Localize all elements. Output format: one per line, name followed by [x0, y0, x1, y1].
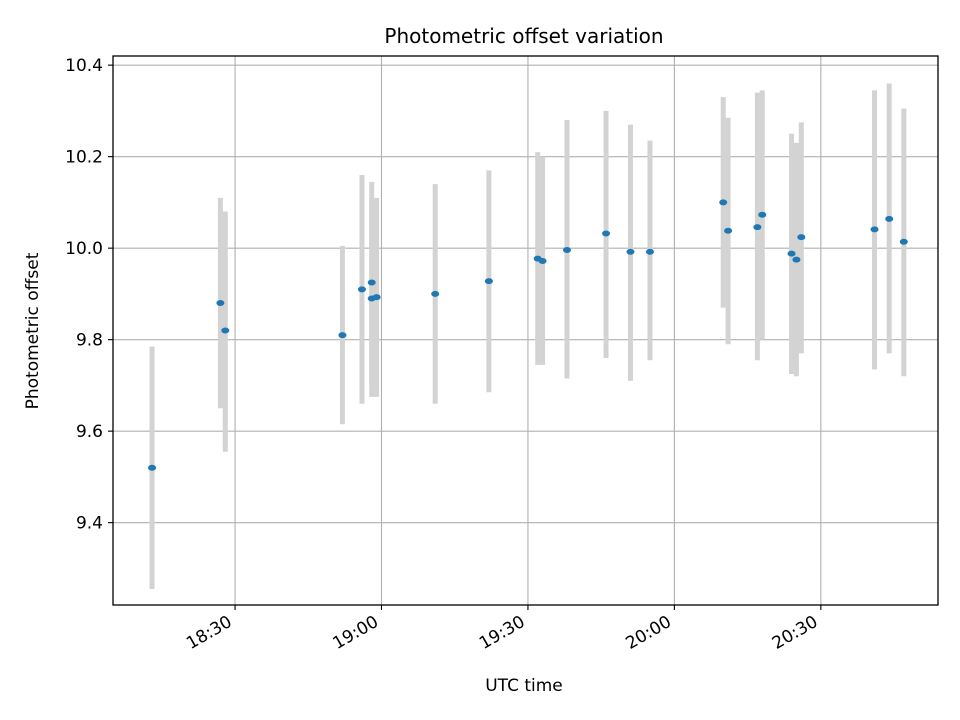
y-tick-label: 10.0 [65, 239, 103, 259]
data-point [787, 250, 796, 257]
x-axis-ticks: 18:30 19:00 19:30 20:00 20:30 [183, 605, 822, 654]
x-tick-label: 20:30 [769, 612, 821, 654]
y-tick-label: 10.4 [65, 56, 103, 76]
data-point [357, 286, 366, 293]
data-point [221, 327, 230, 334]
y-axis-ticks: 9.4 9.6 9.8 10.0 10.2 10.4 [65, 56, 113, 534]
grid-lines [113, 56, 938, 605]
x-axis-title: UTC time [485, 676, 563, 696]
x-tick-label: 19:30 [476, 612, 528, 654]
y-tick-label: 9.4 [76, 514, 103, 534]
data-point [216, 300, 225, 307]
data-point [753, 224, 762, 231]
data-point [148, 464, 157, 471]
x-tick-label: 20:00 [622, 612, 674, 654]
data-point [758, 211, 767, 218]
data-point [602, 230, 611, 237]
data-point [719, 199, 728, 206]
x-tick-label: 19:00 [330, 612, 382, 654]
data-point [645, 248, 654, 255]
data-point [431, 290, 440, 297]
data-point [484, 278, 493, 285]
y-tick-label: 9.8 [76, 331, 103, 351]
data-point [724, 227, 733, 234]
chart-title: Photometric offset variation [384, 24, 663, 48]
x-tick-label: 18:30 [183, 612, 235, 654]
y-tick-label: 10.2 [65, 148, 103, 168]
data-point [792, 256, 801, 263]
y-axis-title: Photometric offset [23, 252, 43, 409]
data-point [899, 238, 908, 245]
data-point [538, 257, 547, 264]
plot-area-frame [112, 55, 939, 606]
data-point [797, 234, 806, 241]
data-point [885, 215, 894, 222]
data-point [372, 294, 381, 301]
data-point [367, 279, 376, 286]
data-point [562, 246, 571, 253]
data-points [148, 199, 908, 471]
y-tick-label: 9.6 [76, 422, 103, 442]
data-point [626, 248, 635, 255]
data-point [870, 226, 879, 233]
data-point [338, 332, 347, 339]
